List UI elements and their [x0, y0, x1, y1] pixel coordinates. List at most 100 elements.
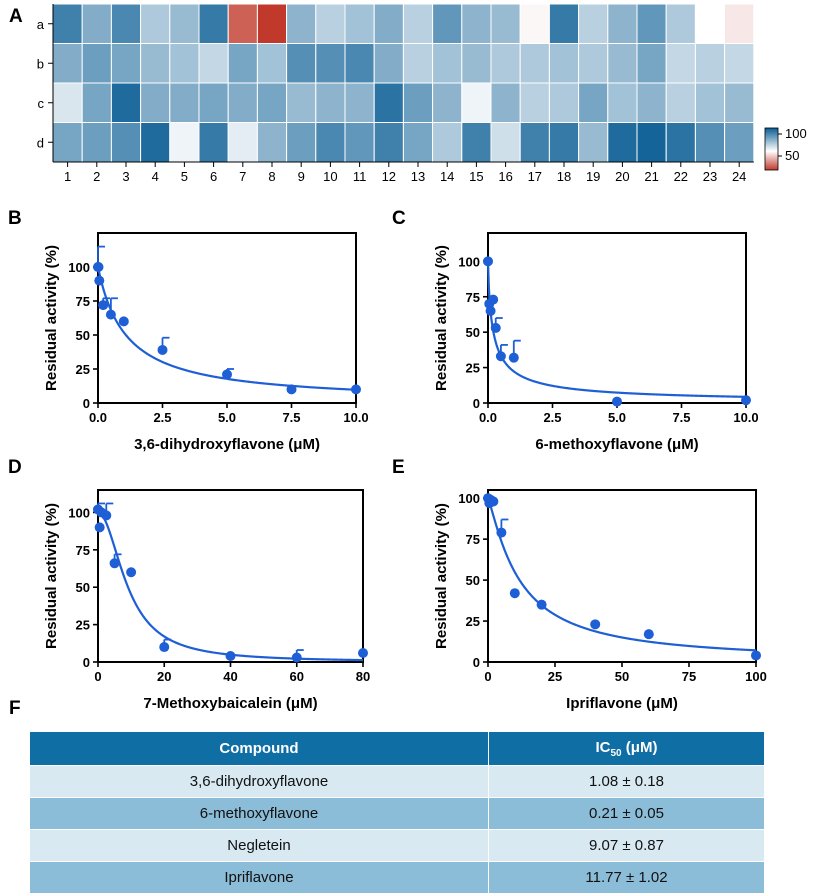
- heatmap-col-label: 7: [239, 169, 246, 184]
- heatmap-cell: [724, 3, 755, 44]
- y-tick-label: 100: [458, 491, 480, 506]
- ic50-header-unit: (μM): [621, 738, 658, 756]
- ic50-header: IC50 (μM): [487, 732, 764, 766]
- y-tick-label: 0: [473, 396, 480, 411]
- x-tick-label: 100: [745, 669, 767, 684]
- heatmap-cell: [578, 82, 609, 123]
- heatmap-cell: [286, 82, 317, 123]
- x-tick-label: 0.0: [89, 410, 107, 425]
- heatmap-cell: [373, 3, 404, 44]
- heatmap-cell: [724, 122, 755, 163]
- heatmap-cell: [140, 122, 171, 163]
- y-tick-label: 50: [466, 325, 480, 340]
- heatmap-cell: [461, 43, 492, 84]
- y-tick-label: 0: [83, 655, 90, 670]
- heatmap-col-label: 1: [64, 169, 71, 184]
- data-point: [612, 396, 622, 407]
- heatmap-cell: [636, 122, 667, 163]
- data-point: [101, 510, 112, 521]
- heatmap-cell: [490, 122, 521, 163]
- data-point: [109, 558, 120, 569]
- heatmap-cell: [110, 3, 142, 44]
- heatmap-cell: [52, 3, 83, 44]
- y-tick-label: 25: [466, 614, 480, 629]
- compound-cell: Ipriflavone: [30, 861, 489, 893]
- data-point: [490, 322, 501, 333]
- colorbar-label-low: 50: [785, 148, 799, 163]
- data-point: [157, 344, 168, 355]
- heatmap-cell: [227, 82, 258, 123]
- heatmap-col-label: 15: [469, 169, 483, 184]
- heatmap-col-label: 5: [181, 169, 188, 184]
- x-tick-label: 0.0: [479, 410, 497, 425]
- data-point: [351, 384, 361, 395]
- heatmap-col-label: 14: [440, 169, 454, 184]
- heatmap-cell: [636, 82, 667, 123]
- y-tick-label: 0: [473, 655, 480, 670]
- data-point: [126, 567, 137, 578]
- heatmap-col-label: 21: [644, 169, 658, 184]
- data-point: [509, 588, 520, 599]
- heatmap-cell: [198, 43, 229, 84]
- heatmap-cell: [519, 122, 550, 163]
- heatmap-cell: [432, 122, 463, 163]
- heatmap-col-label: 24: [732, 169, 746, 184]
- x-tick-label: 0: [484, 669, 491, 684]
- x-tick-label: 0: [94, 669, 101, 684]
- heatmap-col-label: 12: [382, 169, 396, 184]
- heatmap-cell: [607, 122, 638, 163]
- heatmap-cell: [344, 43, 375, 84]
- compound-cell: 3,6-dihydroxyflavone: [30, 765, 489, 798]
- heatmap-cell: [519, 43, 550, 84]
- compound-header: Compound: [30, 732, 489, 766]
- heatmap-cell: [548, 3, 580, 44]
- heatmap-cell: [140, 43, 171, 84]
- data-point: [485, 305, 496, 316]
- heatmap-cell: [724, 43, 755, 84]
- heatmap-col-label: 17: [528, 169, 542, 184]
- heatmap-cell: [578, 122, 609, 163]
- data-point: [222, 369, 232, 380]
- y-tick-label: 50: [76, 328, 90, 343]
- y-tick-label: 75: [76, 294, 90, 309]
- heatmap-cell: [432, 43, 463, 84]
- colorbar-label-high: 100: [785, 126, 807, 141]
- heatmap-cell: [490, 43, 521, 84]
- y-axis-label: Residual activity (%): [433, 245, 450, 391]
- heatmap-cell: [286, 122, 317, 163]
- x-tick-label: 80: [356, 669, 370, 684]
- x-tick-label: 25: [548, 669, 562, 684]
- y-tick-label: 75: [76, 543, 90, 558]
- heatmap-cell: [110, 82, 142, 123]
- heatmap-cell: [227, 43, 258, 84]
- table-row: 3,6-dihydroxyflavone 1.08 ± 0.18: [30, 765, 764, 798]
- panel-letter-b: B: [8, 208, 22, 229]
- x-axis-label: 7-Methoxybaicalein (μM): [143, 695, 317, 712]
- heatmap-col-label: 9: [298, 169, 305, 184]
- heatmap-col-label: 11: [353, 169, 367, 184]
- ic50-header-sub: 50: [610, 747, 622, 759]
- heatmap-cell: [344, 122, 375, 163]
- ic50-cell: 9.07 ± 0.87: [487, 829, 764, 862]
- x-tick-label: 10.0: [733, 410, 758, 425]
- x-tick-label: 5.0: [608, 410, 626, 425]
- fit-curve: [97, 511, 364, 662]
- heatmap-cell: [256, 3, 288, 44]
- heatmap-cell: [227, 3, 258, 44]
- ic50-table: Compound IC50 (μM) 3,6-dihydroxyflavone …: [30, 732, 764, 893]
- chart-panel-c: C 0.0 2.5 5.0 7.5 10.0 0 25 50 75 100 6-methoxyflav…: [392, 208, 759, 453]
- data-point: [286, 384, 297, 395]
- heatmap-cell: [198, 122, 229, 163]
- heatmap-col-label: 22: [674, 169, 688, 184]
- ic50-cell: 11.77 ± 1.02: [487, 861, 764, 893]
- heatmap-cell: [198, 82, 229, 123]
- data-point: [118, 316, 129, 327]
- heatmap-col-label: 13: [411, 169, 425, 184]
- x-tick-label: 10.0: [343, 410, 368, 425]
- x-axis-label: 6-methoxyflavone (μM): [535, 436, 698, 453]
- y-tick-label: 100: [68, 260, 90, 275]
- heatmap-cell: [169, 43, 200, 84]
- heatmap-cell: [286, 43, 317, 84]
- heatmap-cell: [694, 3, 726, 44]
- fit-curve: [486, 497, 757, 652]
